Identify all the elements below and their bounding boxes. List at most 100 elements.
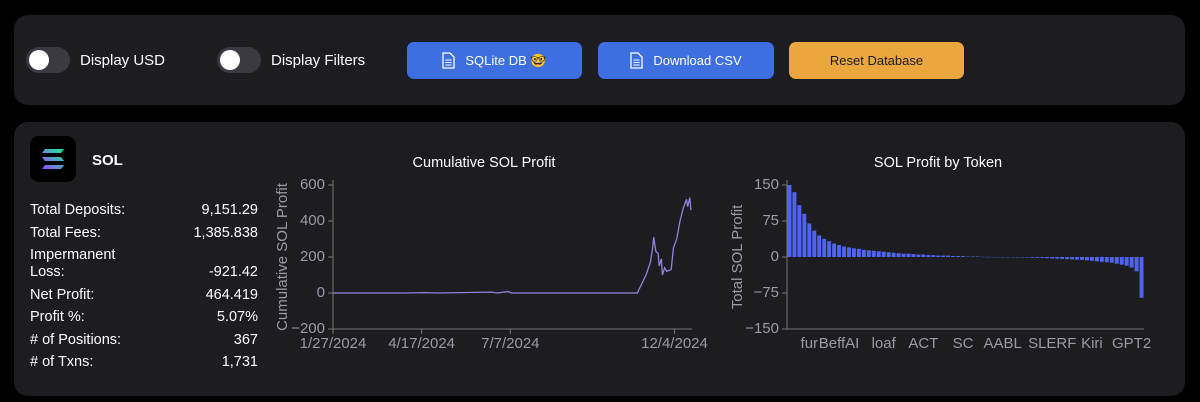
bar [926,255,931,257]
button-label: SQLite DB 🤓 [465,52,547,68]
y-tick-label: 0 [317,284,325,301]
bar [866,250,871,257]
bar [1089,257,1094,261]
bar [1129,257,1134,268]
bar [1124,257,1129,266]
bar [881,251,886,257]
button[interactable]: Reset Database [789,42,964,79]
bar [1080,257,1085,260]
bar [1050,257,1055,259]
token-logo [30,136,76,182]
stat-value: 5.07% [216,309,258,325]
bar [941,255,946,257]
bar [956,256,961,257]
bar [812,230,817,257]
stat-row: Profit %: 5.07% [30,309,258,326]
y-tick-label: 400 [300,212,325,229]
bar [1114,257,1119,264]
bar [817,235,822,257]
bar [886,252,891,257]
toggle-label: Display Filters [271,51,366,69]
stat-value: -921.42 [208,264,258,280]
button[interactable]: Download CSV [598,42,774,79]
bar [846,247,851,257]
y-tick-label: 200 [300,248,325,265]
doc-icon [442,52,456,69]
bar [1094,257,1099,262]
bar [876,251,881,257]
bar [946,255,951,257]
x-tick-label: 4/17/2024 [388,335,455,352]
bar [856,248,861,257]
bar [906,253,911,257]
button-label: Download CSV [653,53,742,68]
bar [807,223,812,257]
bar [1065,257,1070,260]
bar [832,243,837,257]
bar [916,254,921,257]
stat-label: # of Positions: [30,331,122,348]
bar [797,205,802,257]
bar [1104,257,1109,263]
button[interactable]: SQLite DB 🤓 [407,42,582,79]
y-axis-label: Cumulative SOL Profit [274,182,291,331]
x-tick-label: 12/4/2024 [641,335,708,352]
bar [827,241,832,257]
button-label: Reset Database [829,53,924,68]
bar [1139,257,1144,298]
bar [1070,257,1075,260]
stat-row: Total Fees: 1,385.838 [30,225,258,242]
stat-value: 1,731 [221,354,258,370]
bar [921,254,926,257]
bar [901,253,906,257]
stats: Total Deposits: 9,151.29 Total Fees: 1,385.… [30,202,258,377]
stat-row: Net Profit: 464.419 [30,287,258,304]
logo-icon [42,149,64,169]
stat-label: Profit %: [30,309,85,325]
bar [792,192,797,257]
toggle[interactable]: Display Filters [217,47,365,73]
stat-label: Net Profit: [30,286,95,303]
bar [1035,257,1040,258]
switch[interactable] [217,47,261,73]
y-tick-label: −75 [754,284,779,301]
x-tick-label: BeffAI [819,335,860,352]
line-series [333,197,692,294]
bar [1040,257,1045,258]
bar [911,254,916,257]
x-tick-label: GPT2 [1112,335,1151,352]
bar [1075,257,1080,260]
toggle[interactable]: Display USD [26,47,165,73]
x-tick-label: 1/27/2024 [300,335,367,352]
bar [1084,257,1089,261]
switch[interactable] [26,47,70,73]
bar [1030,257,1035,258]
toggle-label: Display USD [80,51,166,69]
token-card: SOL Total Deposits: 9,151.29 Total Fees: 1,… [14,122,1185,396]
stat-row: # of Positions: 367 [30,332,258,349]
stat-value: 464.419 [205,286,258,303]
stat-row: Impermanent Loss: -921.42 [30,247,258,281]
bar [842,246,847,257]
y-axis-label: Total SOL Profit [729,204,746,309]
chart-title: SOL Profit by Token [874,155,1002,171]
bar [951,256,956,257]
toolbar: Display USD Display Filters SQLite DB 🤓 … [14,15,1185,105]
bar [837,245,842,257]
x-tick-label: SC [953,335,974,352]
x-tick-label: loaf [872,335,897,352]
stat-label: Impermanent Loss: [30,247,116,280]
x-tick-label: fur [801,335,819,352]
y-tick-label: 75 [762,212,779,229]
y-tick-label: 0 [771,248,779,265]
bar [961,256,966,257]
bar [1134,257,1139,272]
bar [1045,257,1050,259]
bar [1060,257,1065,259]
stat-label: Total Fees: [30,224,101,241]
bar [822,238,827,257]
bar [1055,257,1060,259]
y-tick-label: 150 [754,176,779,193]
